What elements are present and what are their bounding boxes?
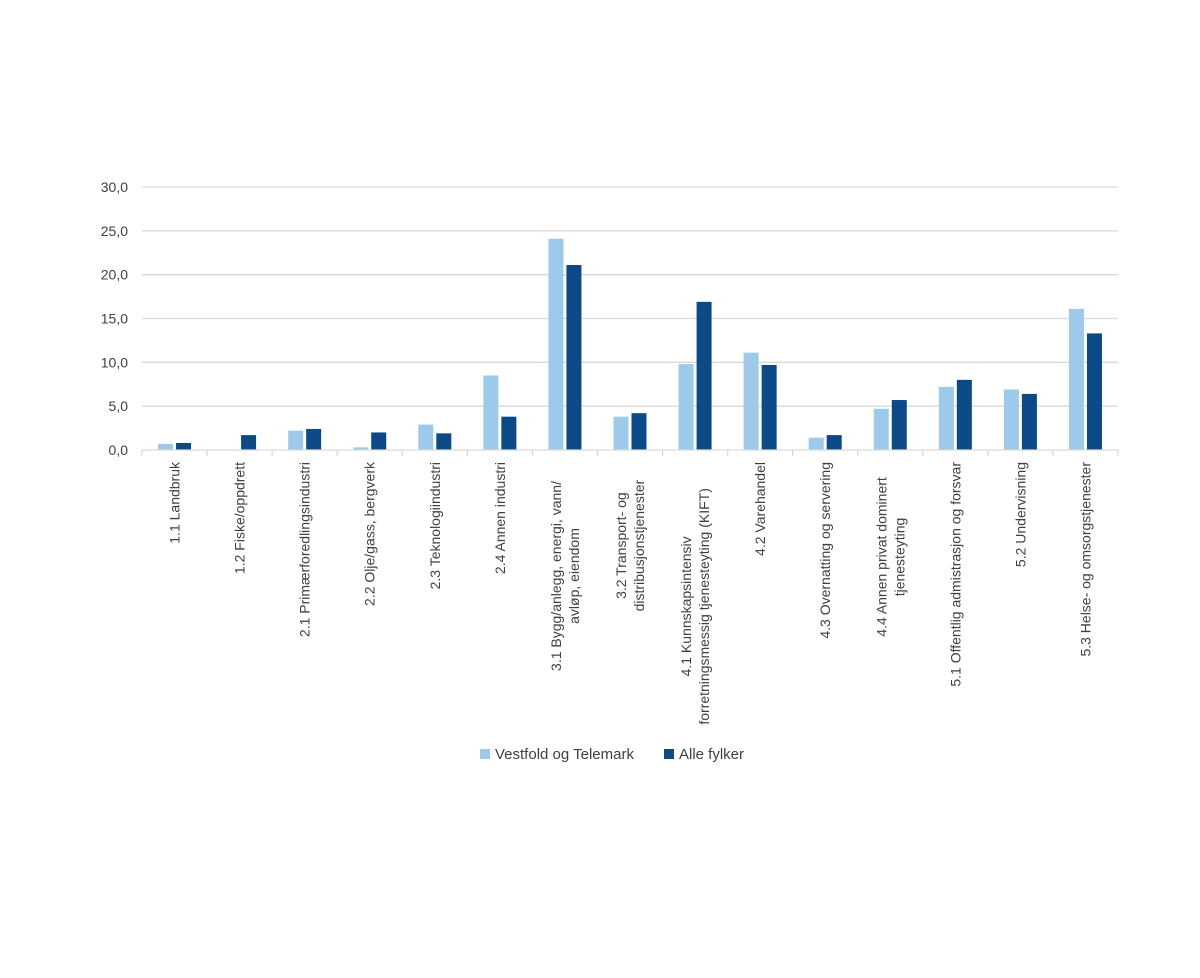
x-category-label-line: 2.4 Annen industri: [492, 462, 508, 574]
x-category-label-line: distribusjonstjenester: [631, 480, 647, 612]
x-category-label-line: 5.1 Offentlig admistrasjon og forsvar: [947, 462, 963, 687]
x-category-label-line: 1.1 Landbruk: [167, 461, 183, 544]
bar: [483, 375, 499, 450]
bar: [1021, 393, 1037, 450]
legend-label: Vestfold og Telemark: [495, 746, 634, 763]
x-category-label-line: 3.2 Transport- og: [613, 492, 629, 599]
x-category-label-line: 4.3 Overnatting og servering: [817, 462, 833, 639]
x-category-label: 2.2 Olje/gass, bergverk: [362, 461, 378, 606]
bar: [566, 265, 582, 450]
x-category-label-line: forretningsmessig tjenesteyting (KIFT): [696, 488, 712, 725]
x-category-label: 4.2 Varehandel: [752, 462, 768, 556]
bar: [288, 430, 304, 450]
bar: [418, 424, 434, 450]
bars: [158, 238, 1102, 450]
x-category-label-line: 2.1 Primærforedlingsindustri: [297, 462, 313, 637]
y-tick-label: 0,0: [109, 442, 129, 458]
x-category-label-line: 4.1 Kunnskapsintensiv: [678, 536, 694, 676]
x-category-label-line: 3.1 Bygg/anlegg, energi, vann/: [548, 481, 564, 671]
x-category-label-line: tjenesteyting: [891, 518, 907, 597]
y-tick-label: 20,0: [101, 267, 128, 283]
bar: [436, 433, 452, 450]
legend: Vestfold og Telemark Alle fylker: [480, 746, 744, 763]
legend-label: Alle fylker: [679, 746, 744, 763]
x-category-label: 5.1 Offentlig admistrasjon og forsvar: [947, 462, 963, 687]
bar: [353, 447, 369, 450]
bar: [891, 400, 907, 450]
x-category-label-line: 5.2 Undervisning: [1012, 462, 1028, 567]
bar: [613, 416, 629, 450]
x-axis-category-labels: 1.1 Landbruk 1.2 Fiske/oppdrett 2.1 Primær…: [167, 461, 1094, 725]
bar: [548, 238, 564, 450]
x-category-label: 4.1 Kunnskapsintensiv forretningsmessig t…: [678, 488, 712, 725]
x-category-label: 4.3 Overnatting og servering: [817, 462, 833, 639]
gridlines: [142, 186, 1118, 407]
bar: [176, 442, 192, 450]
bar: [808, 437, 824, 450]
bar: [678, 364, 694, 450]
x-category-label: 4.4 Annen privat dominert tjenesteyting: [873, 477, 907, 637]
bar: [743, 352, 759, 450]
x-category-label-line: 4.4 Annen privat dominert: [873, 477, 889, 637]
bar: [956, 379, 972, 450]
x-category-label: 3.1 Bygg/anlegg, energi, vann/avløp, eie…: [548, 481, 582, 671]
x-category-label: 3.2 Transport- og distribusjonstjenester: [613, 480, 647, 612]
bar: [501, 416, 517, 450]
y-tick-label: 25,0: [101, 223, 128, 239]
bar: [241, 435, 257, 450]
x-category-label: 2.4 Annen industri: [492, 462, 508, 574]
y-tick-label: 5,0: [109, 398, 129, 414]
y-tick-label: 15,0: [101, 311, 128, 327]
x-category-label: 1.2 Fiske/oppdrett: [232, 462, 248, 574]
x-category-label: 1.1 Landbruk: [167, 461, 183, 544]
bar: [306, 428, 322, 450]
bar: [696, 301, 712, 450]
bar: [826, 435, 842, 450]
bar: [938, 386, 954, 450]
x-category-label-line: avløp, eiendom: [566, 528, 582, 624]
x-category-label-line: 1.2 Fiske/oppdrett: [232, 462, 248, 574]
x-category-label-line: 4.2 Varehandel: [752, 462, 768, 556]
x-category-label: 2.3 Teknologiindustri: [427, 462, 443, 589]
bar: [1086, 333, 1102, 450]
x-category-label: 5.3 Helse- og omsorgstjenester: [1077, 462, 1093, 657]
x-category-label-line: 2.3 Teknologiindustri: [427, 462, 443, 589]
bar: [631, 413, 647, 450]
bar: [1003, 389, 1019, 450]
bar: [1068, 308, 1084, 450]
legend-swatch: [480, 749, 490, 759]
x-category-label-line: 2.2 Olje/gass, bergverk: [362, 461, 378, 606]
y-axis-tick-labels: 0,0 5,0 10,0 15,0 20,0 25,0 30,0: [101, 179, 128, 458]
x-category-label-line: 5.3 Helse- og omsorgstjenester: [1077, 462, 1093, 657]
y-tick-label: 30,0: [101, 179, 128, 195]
y-tick-label: 10,0: [101, 354, 128, 370]
bar: [873, 408, 889, 450]
bar: [371, 432, 387, 450]
legend-swatch: [664, 749, 674, 759]
x-category-label: 5.2 Undervisning: [1012, 462, 1028, 567]
bar: [761, 364, 777, 450]
x-axis: [141, 449, 1119, 456]
bar: [158, 443, 174, 450]
x-category-label: 2.1 Primærforedlingsindustri: [297, 462, 313, 637]
